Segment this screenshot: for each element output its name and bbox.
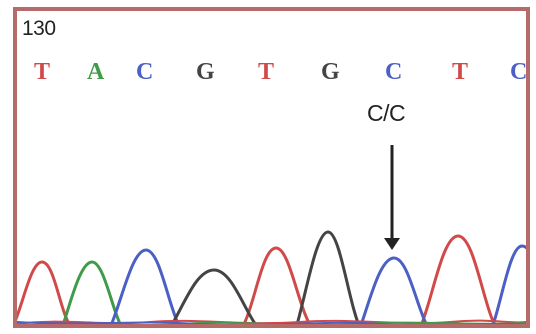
base-call-2: A [87, 59, 105, 85]
trace-baseline-blue [17, 321, 526, 324]
trace-t-peak-2 [242, 246, 312, 324]
base-call-3: C [136, 59, 154, 85]
trace-t-peak-3 [419, 234, 496, 324]
trace-g-peak-2 [295, 230, 361, 324]
trace-t-peak-1 [17, 260, 72, 324]
trace-baseline-green [35, 321, 526, 324]
trace-a-peak [61, 260, 122, 324]
trace-c-peak-1 [109, 248, 180, 324]
base-call-9: C [510, 59, 528, 85]
base-call-4: G [196, 59, 215, 85]
trace-c-peak-2 [359, 256, 428, 324]
arrow-head [384, 238, 400, 250]
trace-g-peak-1 [170, 268, 258, 324]
base-call-5: T [258, 59, 275, 85]
trace-c-peak-3 [491, 244, 526, 324]
base-call-7: C [385, 59, 403, 85]
base-call-8: T [452, 59, 469, 85]
position-label: 130 [22, 17, 56, 40]
genotype-label: C/C [367, 100, 406, 126]
base-call-1: T [34, 59, 51, 85]
chromatogram-frame [13, 7, 530, 328]
base-call-6: G [321, 59, 340, 85]
